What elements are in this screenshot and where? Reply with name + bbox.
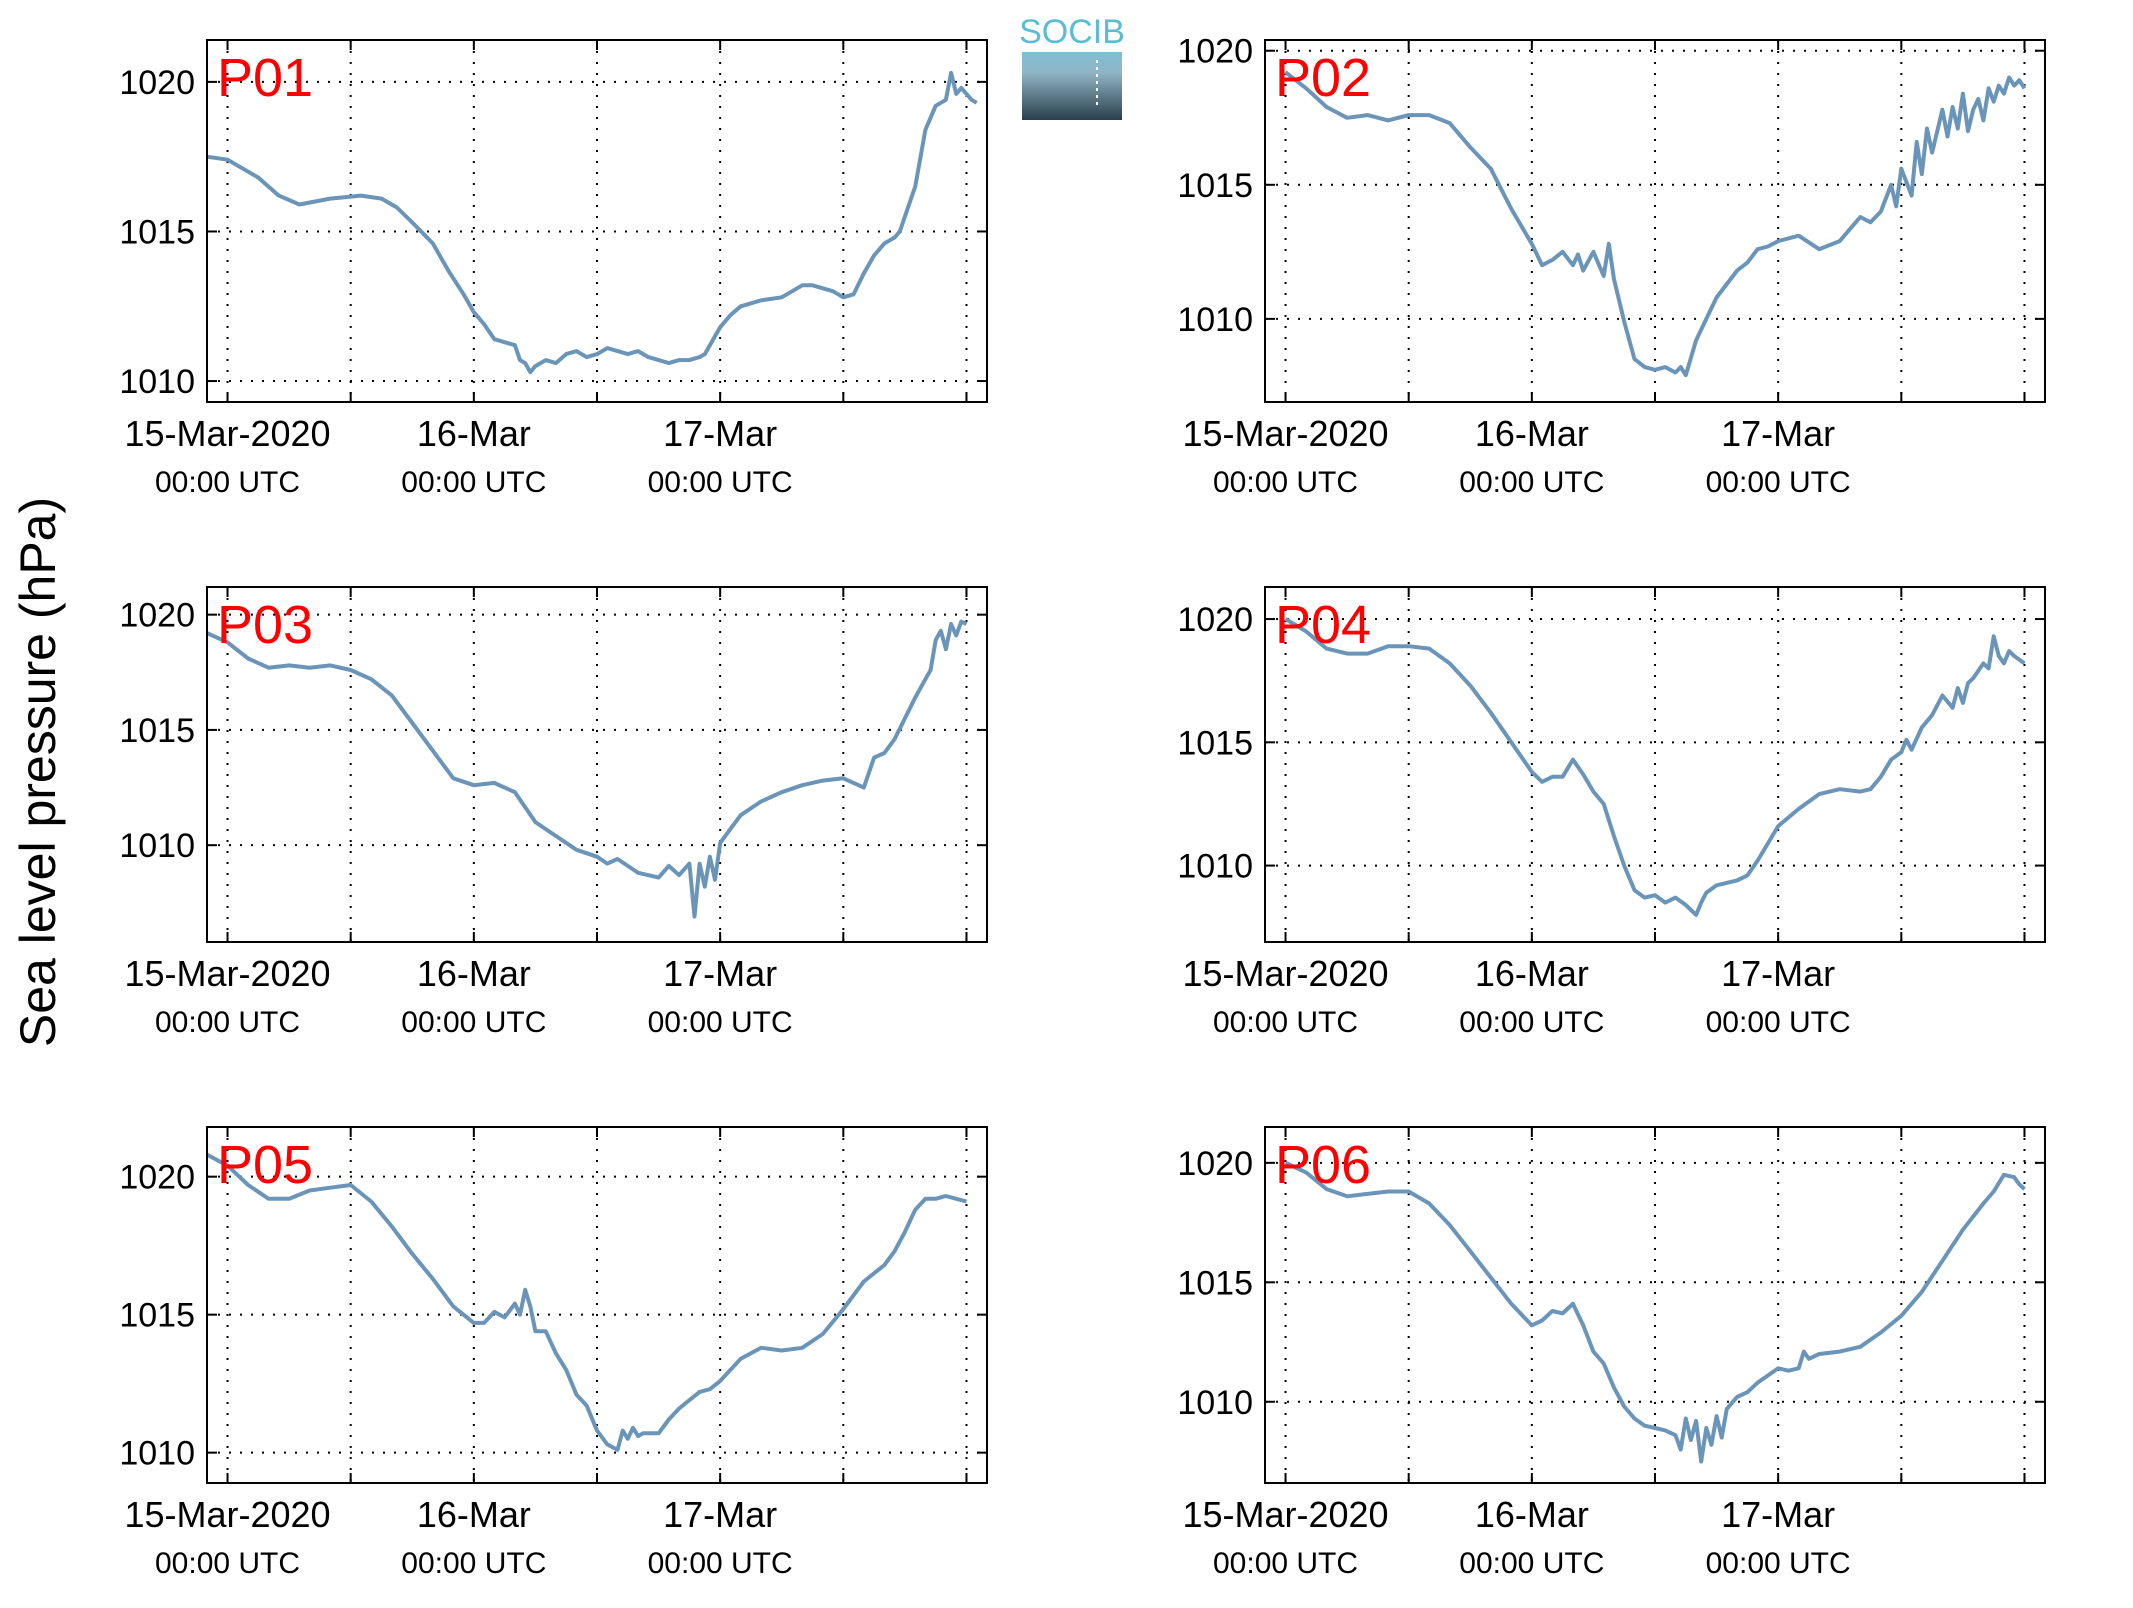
panel-p03: 1010 1015 1020 15-Mar-2020 00:00 UTC 16-Mar 00… [119,586,988,1039]
x-tick-label: 15-Mar-2020 [124,413,330,454]
y-tick-label: 1020 [119,64,195,102]
y-tick-label: 1015 [119,213,195,251]
y-tick-label: 1010 [119,827,195,865]
x-tick-sublabel: 00:00 UTC [1706,1006,1851,1039]
x-tick-label: 16-Mar [1475,953,1589,994]
x-tick-sublabel: 00:00 UTC [401,466,546,499]
x-tick-sublabel: 00:00 UTC [401,1006,546,1039]
x-tick-sublabel: 00:00 UTC [401,1547,546,1580]
y-tick-label: 1015 [1177,167,1253,205]
x-tick-label: 16-Mar [417,413,531,454]
series-line [206,70,978,375]
x-tick-label: 15-Mar-2020 [1182,413,1388,454]
series-line [206,1152,968,1452]
x-tick-label: 17-Mar [1721,1494,1835,1535]
x-tick-label: 15-Mar-2020 [124,1494,330,1535]
panel-label: P03 [217,595,313,655]
x-tick-label: 15-Mar-2020 [1182,953,1388,994]
y-tick-label: 1020 [1177,601,1253,639]
y-tick-label: 1010 [119,363,195,401]
x-tick-label: 17-Mar [1721,413,1835,454]
panel-p02: 1010 1015 1020 15-Mar-2020 00:00 UTC 16-Mar 00… [1177,33,2046,499]
y-tick-label: 1020 [1177,33,1253,71]
x-tick-sublabel: 00:00 UTC [1459,466,1604,499]
logo-gradient-block [1022,52,1122,120]
panel-label: P05 [217,1135,313,1195]
x-tick-sublabel: 00:00 UTC [1213,466,1358,499]
y-tick-label: 1015 [119,1297,195,1335]
x-tick-label: 17-Mar [1721,953,1835,994]
y-tick-label: 1020 [119,1159,195,1197]
x-tick-label: 16-Mar [1475,1494,1589,1535]
x-tick-sublabel: 00:00 UTC [648,1547,793,1580]
y-axis-label: Sea level pressure (hPa) [10,497,66,1047]
panel-label: P04 [1275,595,1371,655]
series-line [206,619,968,919]
x-tick-sublabel: 00:00 UTC [155,1006,300,1039]
y-tick-label: 1010 [1177,848,1253,886]
x-tick-sublabel: 00:00 UTC [1459,1547,1604,1580]
y-tick-label: 1015 [1177,724,1253,762]
series-line [1284,1160,2026,1464]
y-tick-label: 1010 [1177,1384,1253,1422]
x-tick-label: 16-Mar [1475,413,1589,454]
y-tick-label: 1015 [1177,1264,1253,1302]
x-tick-sublabel: 00:00 UTC [648,1006,793,1039]
y-tick-label: 1010 [1177,301,1253,339]
y-tick-label: 1010 [119,1435,195,1473]
x-tick-label: 17-Mar [663,1494,777,1535]
x-tick-sublabel: 00:00 UTC [1213,1006,1358,1039]
y-tick-label: 1015 [119,712,195,750]
panel-p01: 1010 1015 1020 15-Mar-2020 00:00 UTC 16-Mar 00… [119,39,988,499]
x-tick-label: 16-Mar [417,953,531,994]
x-tick-label: 15-Mar-2020 [1182,1494,1388,1535]
x-tick-sublabel: 00:00 UTC [648,466,793,499]
x-tick-sublabel: 00:00 UTC [1459,1006,1604,1039]
y-tick-label: 1020 [119,597,195,635]
panel-label: P02 [1275,48,1371,108]
x-tick-label: 16-Mar [417,1494,531,1535]
series-line [1284,70,2027,378]
y-tick-label: 1020 [1177,1145,1253,1183]
x-tick-label: 15-Mar-2020 [124,953,330,994]
x-tick-label: 17-Mar [663,413,777,454]
panel-p06: 1010 1015 1020 15-Mar-2020 00:00 UTC 16-Mar 00… [1177,1126,2046,1580]
x-tick-sublabel: 00:00 UTC [155,1547,300,1580]
logo-text: SOCIB [1019,13,1125,51]
socib-logo: SOCIB [1019,13,1125,120]
series-line [1284,617,2026,917]
panel-p04: 1010 1015 1020 15-Mar-2020 00:00 UTC 16-Mar 00… [1177,586,2046,1039]
x-tick-sublabel: 00:00 UTC [1706,466,1851,499]
panel-label: P01 [217,48,313,108]
x-tick-sublabel: 00:00 UTC [155,466,300,499]
x-tick-label: 17-Mar [663,953,777,994]
x-tick-sublabel: 00:00 UTC [1213,1547,1358,1580]
x-tick-sublabel: 00:00 UTC [1706,1547,1851,1580]
panel-label: P06 [1275,1135,1371,1195]
panel-p05: 1010 1015 1020 15-Mar-2020 00:00 UTC 16-Mar 00… [119,1126,988,1580]
